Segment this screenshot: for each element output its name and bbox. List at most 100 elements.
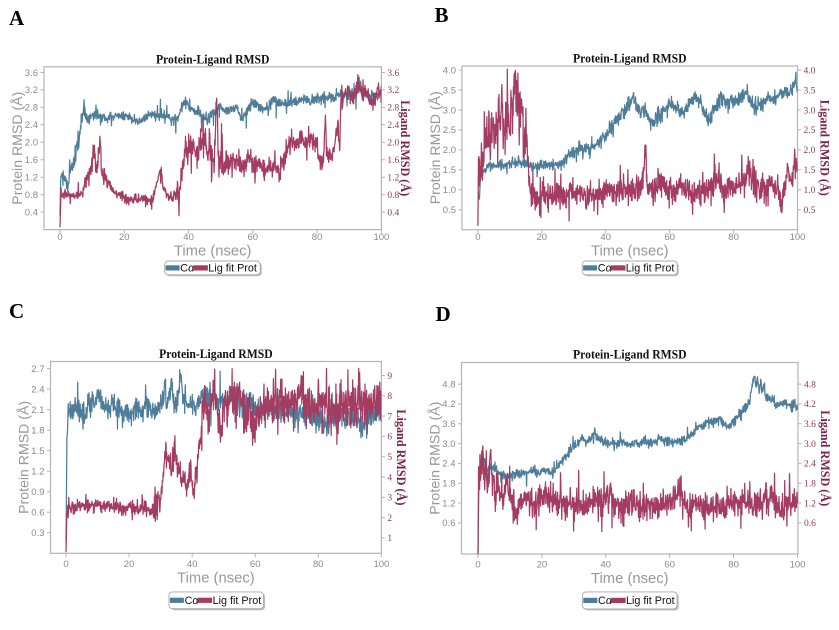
svg-text:3.0: 3.0 (442, 439, 455, 450)
svg-text:2.4: 2.4 (25, 120, 38, 131)
svg-text:1.2: 1.2 (25, 173, 38, 184)
svg-text:2.0: 2.0 (387, 139, 399, 149)
svg-text:3.0: 3.0 (443, 105, 456, 116)
svg-text:100: 100 (373, 232, 389, 243)
svg-text:6: 6 (387, 433, 392, 443)
svg-text:Cα: Cα (185, 595, 200, 607)
svg-text:C: C (9, 299, 24, 323)
svg-text:3.5: 3.5 (804, 86, 816, 96)
svg-text:8: 8 (387, 392, 392, 402)
svg-text:2.0: 2.0 (804, 146, 816, 156)
svg-text:7: 7 (387, 412, 392, 422)
svg-text:3.0: 3.0 (804, 106, 816, 116)
svg-text:1.8: 1.8 (31, 426, 44, 437)
svg-text:60: 60 (248, 232, 259, 243)
svg-text:4.2: 4.2 (804, 400, 816, 410)
svg-text:2.5: 2.5 (443, 125, 456, 136)
svg-text:3.5: 3.5 (443, 85, 456, 96)
svg-text:1.6: 1.6 (25, 155, 38, 166)
svg-text:Lig fit Prot: Lig fit Prot (626, 263, 675, 275)
svg-text:4.2: 4.2 (442, 399, 455, 410)
svg-text:3.6: 3.6 (442, 419, 455, 430)
svg-text:0: 0 (475, 560, 480, 571)
svg-text:0.5: 0.5 (443, 205, 456, 216)
svg-text:1: 1 (387, 534, 392, 544)
svg-text:80: 80 (313, 559, 324, 570)
svg-text:1.2: 1.2 (387, 174, 399, 184)
svg-text:Cα: Cα (598, 263, 613, 275)
svg-text:2.8: 2.8 (25, 103, 38, 114)
svg-text:Time (nsec): Time (nsec) (174, 244, 252, 260)
svg-text:1.8: 1.8 (804, 480, 816, 490)
svg-text:40: 40 (187, 559, 198, 570)
svg-text:2.4: 2.4 (387, 121, 399, 131)
svg-text:0.6: 0.6 (804, 519, 816, 529)
svg-text:Lig fit Prot: Lig fit Prot (208, 263, 257, 275)
svg-text:B: B (435, 3, 449, 27)
svg-text:1.5: 1.5 (443, 165, 456, 176)
svg-text:1.2: 1.2 (442, 498, 455, 509)
svg-text:4: 4 (387, 473, 392, 483)
svg-text:Time (nsec): Time (nsec) (591, 571, 669, 587)
svg-text:3.2: 3.2 (25, 85, 38, 96)
svg-text:0: 0 (57, 232, 62, 243)
svg-text:Protein RMSD (Å): Protein RMSD (Å) (16, 401, 32, 514)
svg-text:40: 40 (600, 232, 611, 243)
svg-text:0.6: 0.6 (442, 518, 455, 529)
svg-text:2.7: 2.7 (31, 364, 44, 375)
svg-text:Time (nsec): Time (nsec) (591, 244, 669, 260)
svg-text:0.4: 0.4 (25, 207, 38, 218)
svg-text:Protein-Ligand RMSD: Protein-Ligand RMSD (573, 52, 687, 66)
svg-text:60: 60 (664, 232, 675, 243)
svg-text:60: 60 (664, 560, 675, 571)
svg-text:0.8: 0.8 (387, 191, 399, 201)
svg-text:Lig fit Prot: Lig fit Prot (213, 595, 262, 607)
svg-text:80: 80 (728, 232, 739, 243)
svg-text:100: 100 (373, 559, 389, 570)
svg-text:100: 100 (790, 560, 806, 571)
svg-text:2.0: 2.0 (25, 138, 38, 149)
svg-text:2.8: 2.8 (387, 104, 399, 114)
svg-text:60: 60 (250, 559, 261, 570)
svg-text:Time (nsec): Time (nsec) (177, 571, 255, 587)
svg-text:3.6: 3.6 (25, 68, 38, 79)
svg-text:20: 20 (537, 560, 548, 571)
svg-text:80: 80 (312, 232, 323, 243)
svg-text:0.4: 0.4 (387, 208, 399, 218)
svg-text:1.5: 1.5 (804, 166, 816, 176)
svg-text:Ligand RMSD (Å): Ligand RMSD (Å) (394, 409, 408, 505)
svg-text:Ligand RMSD (Å): Ligand RMSD (Å) (818, 100, 832, 196)
svg-text:3.6: 3.6 (804, 420, 816, 430)
svg-text:1.5: 1.5 (31, 446, 44, 457)
svg-text:Protein-Ligand RMSD: Protein-Ligand RMSD (156, 53, 270, 67)
svg-text:0: 0 (63, 559, 68, 570)
svg-text:1.8: 1.8 (442, 479, 455, 490)
svg-text:Cα: Cα (180, 263, 195, 275)
svg-text:4.0: 4.0 (443, 65, 456, 76)
svg-text:Ligand RMSD (Å): Ligand RMSD (Å) (398, 100, 412, 196)
svg-text:1.2: 1.2 (804, 499, 816, 509)
svg-text:2.1: 2.1 (31, 405, 44, 416)
svg-text:Protein RMSD (Å): Protein RMSD (Å) (427, 91, 443, 204)
svg-text:4.0: 4.0 (804, 66, 816, 76)
svg-text:5: 5 (387, 453, 392, 463)
svg-text:Protein-Ligand RMSD: Protein-Ligand RMSD (573, 348, 687, 362)
svg-text:0.3: 0.3 (31, 528, 44, 539)
svg-text:20: 20 (537, 232, 548, 243)
svg-text:0.9: 0.9 (31, 487, 44, 498)
svg-text:40: 40 (601, 560, 612, 571)
svg-text:Lig fit Prot: Lig fit Prot (626, 595, 675, 607)
svg-text:1.6: 1.6 (387, 156, 399, 166)
svg-text:3.6: 3.6 (387, 69, 399, 79)
svg-text:2: 2 (387, 514, 392, 524)
svg-text:3.2: 3.2 (387, 86, 399, 96)
svg-text:2.5: 2.5 (804, 126, 816, 136)
svg-text:A: A (9, 6, 25, 30)
svg-text:Protein RMSD (Å): Protein RMSD (Å) (9, 92, 25, 205)
svg-text:0.8: 0.8 (25, 190, 38, 201)
svg-text:20: 20 (124, 559, 135, 570)
svg-text:20: 20 (119, 232, 130, 243)
svg-text:Cα: Cα (598, 595, 613, 607)
svg-text:2.4: 2.4 (442, 459, 455, 470)
svg-text:80: 80 (728, 560, 739, 571)
